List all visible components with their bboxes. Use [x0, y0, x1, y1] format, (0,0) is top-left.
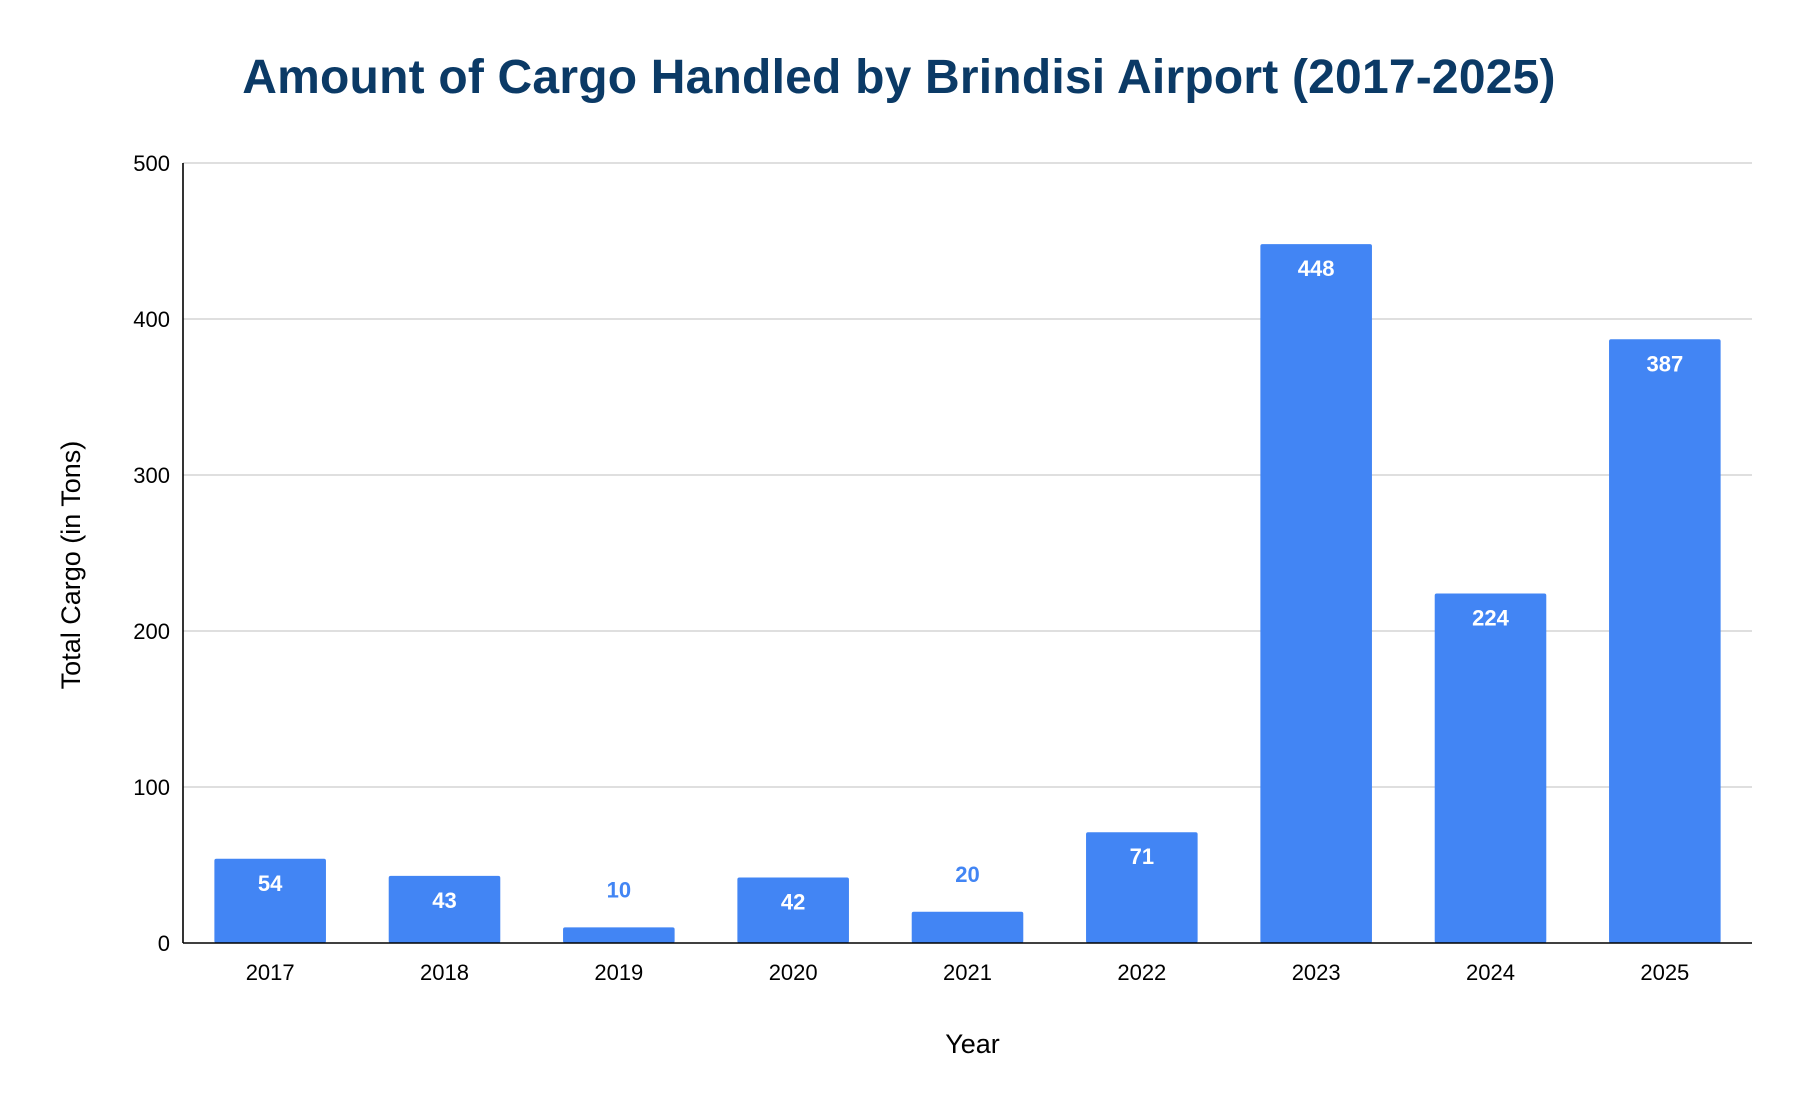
data-label-2021: 20 [955, 862, 979, 887]
y-tick-label: 400 [133, 307, 170, 332]
y-tick-label: 100 [133, 775, 170, 800]
data-label-2020: 42 [781, 889, 805, 914]
data-label-2017: 54 [258, 871, 283, 896]
y-tick-label: 200 [133, 619, 170, 644]
data-label-2025: 387 [1646, 351, 1683, 376]
bar-2018 [388, 875, 501, 943]
bar-2025 [1609, 339, 1721, 943]
x-tick-label-2021: 2021 [943, 960, 992, 985]
bar-2021 [911, 911, 1024, 943]
x-tick-label-2024: 2024 [1466, 960, 1515, 985]
bars [214, 244, 1721, 943]
x-axis-ticks: 2017 2018 2019 2020 2021 2022 2023 2024 2025 [246, 960, 1690, 985]
data-label-2018: 43 [432, 888, 456, 913]
data-labels: 54 43 10 42 20 71 448 224 387 [258, 256, 1683, 914]
x-tick-label-2018: 2018 [420, 960, 469, 985]
x-axis-title: Year [945, 1029, 1000, 1059]
y-tick-label: 500 [133, 151, 170, 176]
y-axis-title: Total Cargo (in Tons) [56, 441, 86, 690]
bar-2022 [1086, 832, 1198, 943]
data-label-2024: 224 [1472, 606, 1509, 631]
x-tick-label-2020: 2020 [769, 960, 818, 985]
data-label-2023: 448 [1298, 256, 1335, 281]
data-label-2022: 71 [1130, 844, 1154, 869]
x-tick-label-2022: 2022 [1117, 960, 1166, 985]
x-tick-label-2017: 2017 [246, 960, 295, 985]
y-axis-ticks: 0 100 200 300 400 500 [133, 151, 170, 956]
x-tick-label-2025: 2025 [1640, 960, 1689, 985]
x-tick-label-2023: 2023 [1292, 960, 1341, 985]
y-tick-label: 0 [158, 931, 170, 956]
data-label-2019: 10 [607, 877, 631, 902]
chart-title: Amount of Cargo Handled by Brindisi Airp… [242, 51, 1556, 104]
bar-2020 [737, 877, 849, 943]
bar-2017 [214, 858, 326, 943]
bar-2023 [1260, 244, 1372, 943]
bar-2024 [1434, 593, 1547, 943]
x-tick-label-2019: 2019 [594, 960, 643, 985]
bar-2019 [563, 927, 675, 943]
y-tick-label: 300 [133, 463, 170, 488]
